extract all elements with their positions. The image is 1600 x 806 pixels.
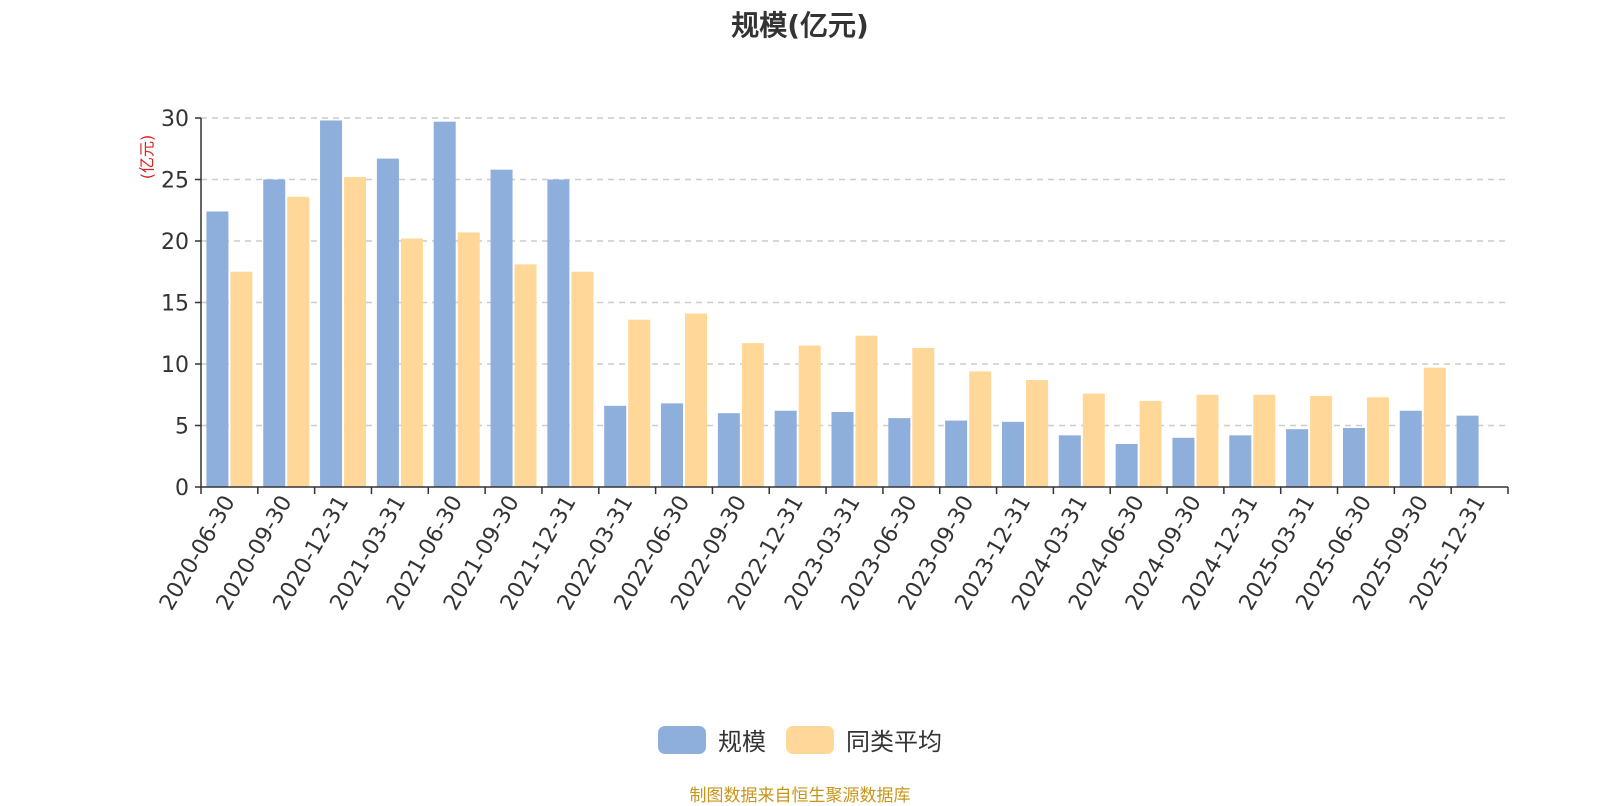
- bar-peer-average[interactable]: [1253, 394, 1276, 487]
- bar-scale[interactable]: [1058, 435, 1081, 487]
- bar-peer-average[interactable]: [969, 371, 992, 487]
- bar-scale[interactable]: [547, 179, 570, 488]
- bar-peer-average[interactable]: [1423, 367, 1446, 487]
- bar-peer-average[interactable]: [628, 319, 651, 487]
- bar-scale[interactable]: [831, 411, 854, 487]
- bar-scale[interactable]: [1001, 421, 1024, 487]
- bar-scale[interactable]: [1399, 410, 1422, 487]
- bar-peer-average[interactable]: [287, 196, 310, 487]
- bar-scale[interactable]: [263, 179, 286, 488]
- bar-peer-average[interactable]: [230, 271, 253, 487]
- bar-scale[interactable]: [661, 403, 684, 487]
- legend-swatch-scale: [658, 725, 706, 754]
- bar-peer-average[interactable]: [1025, 379, 1048, 487]
- y-tick-label: 5: [175, 415, 189, 440]
- bar-scale[interactable]: [1172, 437, 1195, 487]
- y-tick-label: 10: [161, 353, 189, 378]
- bar-scale[interactable]: [604, 405, 627, 487]
- legend-label-scale: 规模: [718, 728, 766, 756]
- bar-peer-average[interactable]: [1082, 393, 1105, 487]
- source-note: 制图数据来自恒生聚源数据库: [689, 786, 911, 806]
- bar-peer-average[interactable]: [344, 177, 367, 488]
- bar-peer-average[interactable]: [1139, 400, 1162, 487]
- bars-layer: [206, 120, 1479, 488]
- y-tick-label: 0: [175, 476, 189, 501]
- chart-title: 规模(亿元): [731, 9, 869, 42]
- bar-peer-average[interactable]: [1366, 397, 1389, 487]
- bar-peer-average[interactable]: [741, 343, 764, 487]
- legend-swatch-peer-average: [786, 725, 834, 754]
- bar-chart: 0510152025302020-06-302020-09-302020-12-…: [155, 107, 1509, 615]
- legend-label-peer-average: 同类平均: [846, 728, 942, 756]
- bar-scale[interactable]: [320, 120, 343, 488]
- bar-peer-average[interactable]: [571, 271, 594, 487]
- bar-peer-average[interactable]: [400, 238, 423, 487]
- legend: 规模 同类平均: [0, 722, 1600, 757]
- bar-scale[interactable]: [1342, 427, 1365, 487]
- bar-scale[interactable]: [1229, 435, 1252, 487]
- bar-scale[interactable]: [888, 418, 911, 487]
- bar-scale[interactable]: [376, 158, 399, 487]
- legend-item-peer-average[interactable]: 同类平均: [786, 722, 942, 757]
- y-tick-label: 25: [161, 169, 189, 194]
- bar-peer-average[interactable]: [457, 232, 480, 487]
- bar-scale[interactable]: [206, 211, 229, 488]
- bar-scale[interactable]: [1115, 443, 1138, 487]
- y-tick-label: 30: [161, 107, 189, 132]
- bar-scale[interactable]: [490, 169, 513, 487]
- bar-peer-average[interactable]: [798, 345, 821, 487]
- bar-scale[interactable]: [433, 121, 456, 487]
- legend-item-scale[interactable]: 规模: [658, 722, 766, 757]
- y-tick-label: 20: [161, 230, 189, 255]
- bar-scale[interactable]: [945, 420, 968, 487]
- bar-peer-average[interactable]: [1196, 394, 1219, 487]
- bar-peer-average[interactable]: [912, 348, 935, 487]
- bar-peer-average[interactable]: [685, 313, 708, 487]
- bar-peer-average[interactable]: [855, 335, 878, 487]
- bar-scale[interactable]: [1456, 415, 1479, 487]
- bar-scale[interactable]: [774, 410, 797, 487]
- bar-peer-average[interactable]: [1310, 395, 1333, 487]
- bar-scale[interactable]: [717, 413, 740, 487]
- y-tick-label: 15: [161, 292, 189, 317]
- bar-peer-average[interactable]: [514, 264, 537, 487]
- grid-layer: [201, 117, 1508, 427]
- bar-scale[interactable]: [1286, 429, 1309, 487]
